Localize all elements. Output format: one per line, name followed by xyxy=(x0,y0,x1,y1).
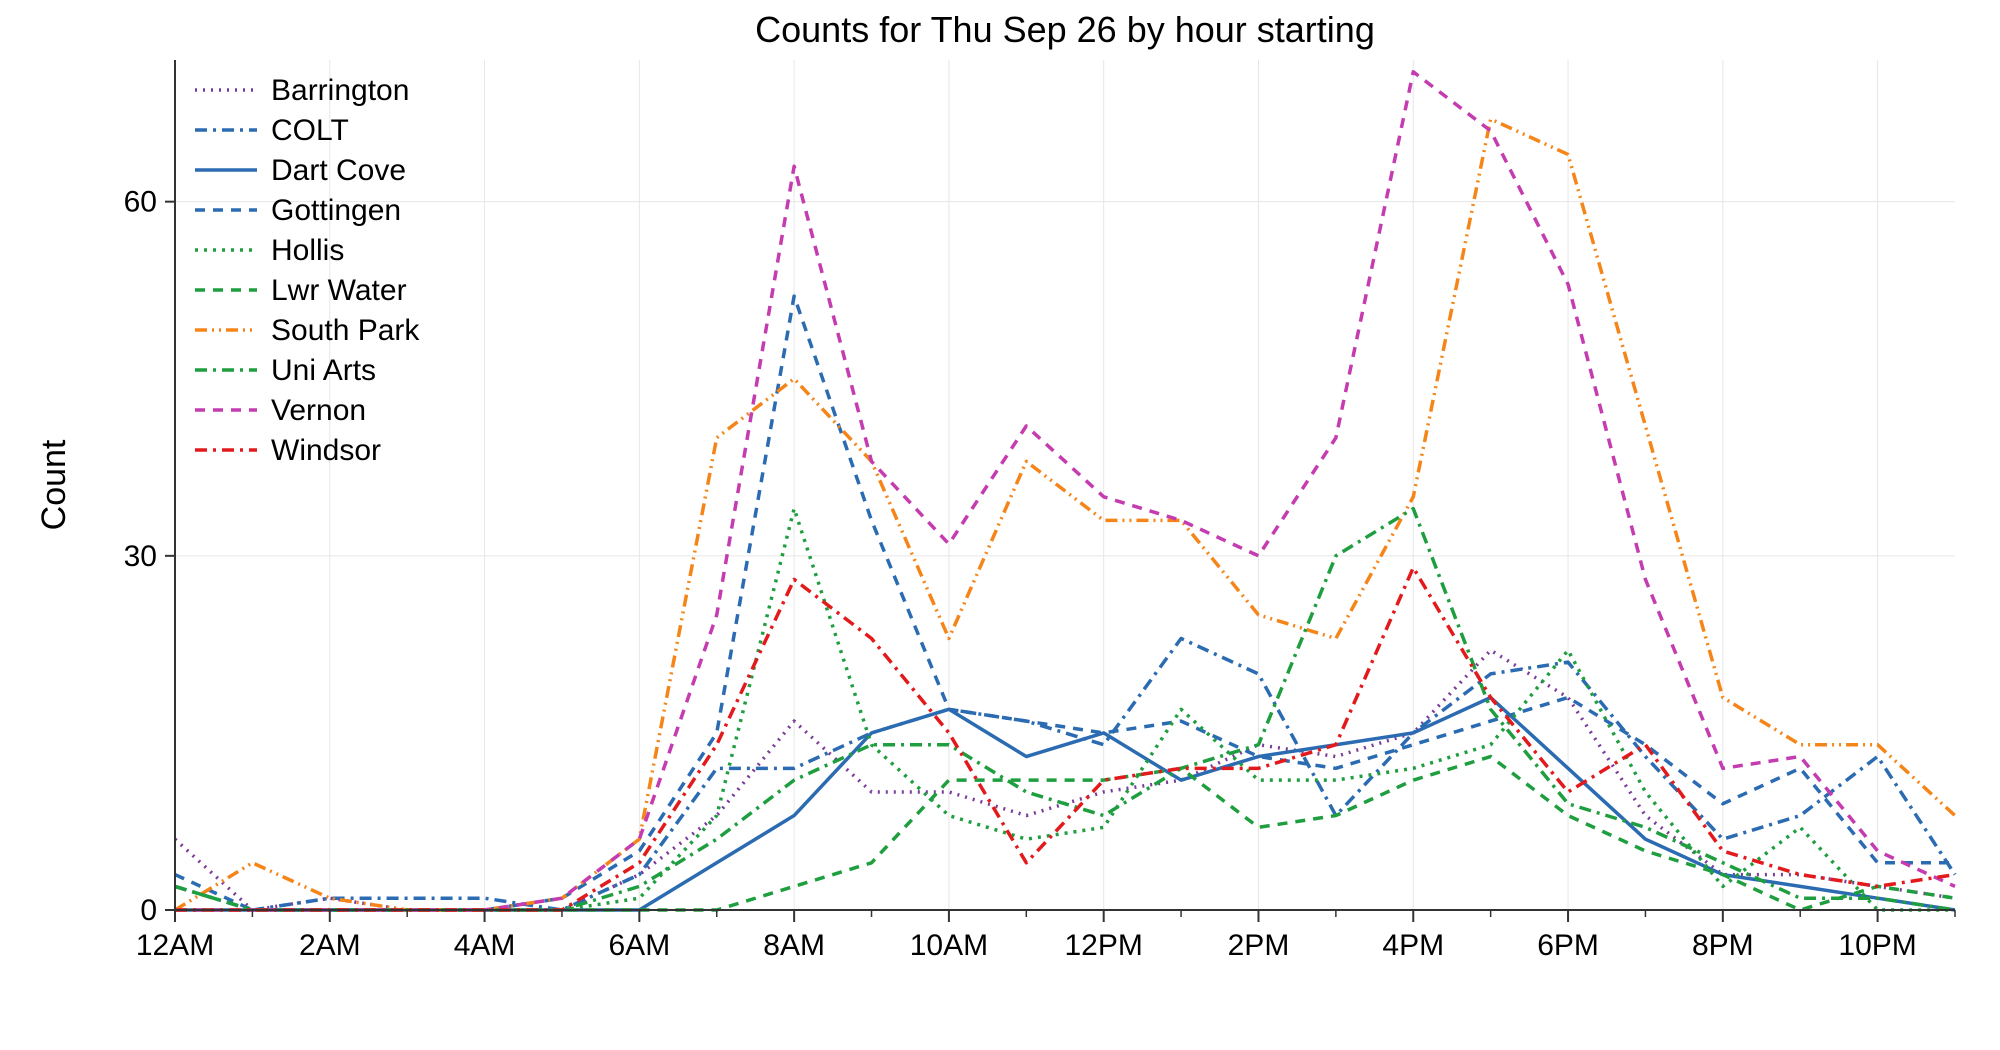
legend-label: Dart Cove xyxy=(271,154,406,187)
legend-label: Gottingen xyxy=(271,194,401,227)
y-tick-label: 30 xyxy=(124,540,157,573)
x-tick-label: 6AM xyxy=(609,929,671,962)
y-tick-label: 60 xyxy=(124,186,157,219)
legend-label: Barrington xyxy=(271,74,409,107)
x-tick-label: 4AM xyxy=(454,929,516,962)
x-tick-label: 2PM xyxy=(1228,929,1290,962)
legend-label: Vernon xyxy=(271,394,366,427)
legend-label: Hollis xyxy=(271,234,344,267)
y-tick-label: 0 xyxy=(140,894,157,927)
x-tick-label: 8AM xyxy=(763,929,825,962)
x-tick-label: 2AM xyxy=(299,929,361,962)
x-tick-label: 12AM xyxy=(136,929,214,962)
legend-label: Uni Arts xyxy=(271,354,376,387)
x-tick-label: 10PM xyxy=(1838,929,1916,962)
legend-label: South Park xyxy=(271,314,420,347)
legend-label: Lwr Water xyxy=(271,274,407,307)
x-tick-label: 4PM xyxy=(1382,929,1444,962)
x-tick-label: 12PM xyxy=(1065,929,1143,962)
legend-label: Windsor xyxy=(271,434,381,467)
legend-label: COLT xyxy=(271,114,349,147)
chart-title: Counts for Thu Sep 26 by hour starting xyxy=(755,9,1375,50)
chart-container: 12AM 2AM 4AM 6AM 8AM 10AM 12PM 2PM 4PM 6PM 8PM 10PM… xyxy=(0,0,2000,1050)
x-tick-label: 8PM xyxy=(1692,929,1754,962)
line-chart: 12AM 2AM 4AM 6AM 8AM 10AM 12PM 2PM 4PM 6PM 8PM 10PM… xyxy=(0,0,2000,1050)
x-tick-label: 6PM xyxy=(1537,929,1599,962)
y-axis-label: Count xyxy=(35,439,73,530)
x-tick-label: 10AM xyxy=(910,929,988,962)
